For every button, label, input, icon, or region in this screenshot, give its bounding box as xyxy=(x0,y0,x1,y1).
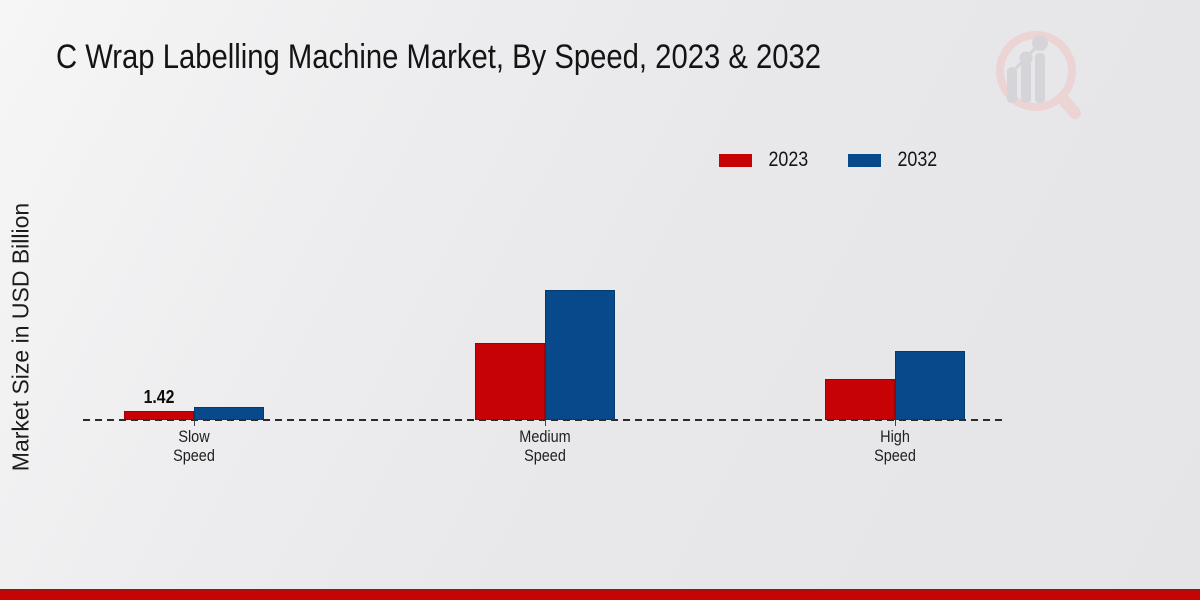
legend-item-2032: 2032 xyxy=(847,148,941,172)
bottom-accent-band xyxy=(0,589,1200,600)
bar-2023-slow-speed xyxy=(124,411,194,420)
bar-2023-medium-speed xyxy=(475,343,545,420)
category-label-slow-speed: Slow Speed xyxy=(173,427,215,465)
bar-2032-high-speed xyxy=(895,351,965,420)
legend-swatch-2023-icon xyxy=(719,153,752,167)
legend-label-2032: 2032 xyxy=(897,148,937,171)
bar-2023-high-speed xyxy=(825,379,895,420)
x-axis-tick-high-speed xyxy=(895,420,896,426)
value-label-2023-slow-speed: 1.42 xyxy=(143,387,175,407)
bar-2032-medium-speed xyxy=(545,290,615,420)
legend: 2023 2032 xyxy=(719,148,940,172)
x-axis-tick-slow-speed xyxy=(194,420,195,426)
chart-title: C Wrap Labelling Machine Market, By Spee… xyxy=(56,38,822,76)
legend-label-2023: 2023 xyxy=(768,148,809,171)
legend-swatch-2032-icon xyxy=(847,153,881,167)
market-research-magnifier-logo-icon xyxy=(996,31,1081,119)
category-label-medium-speed: Medium Speed xyxy=(519,427,571,465)
legend-item-2023: 2023 xyxy=(719,148,812,172)
x-axis-tick-medium-speed xyxy=(545,420,546,426)
bar-2032-slow-speed xyxy=(194,407,264,420)
category-label-high-speed: High Speed xyxy=(874,427,916,465)
